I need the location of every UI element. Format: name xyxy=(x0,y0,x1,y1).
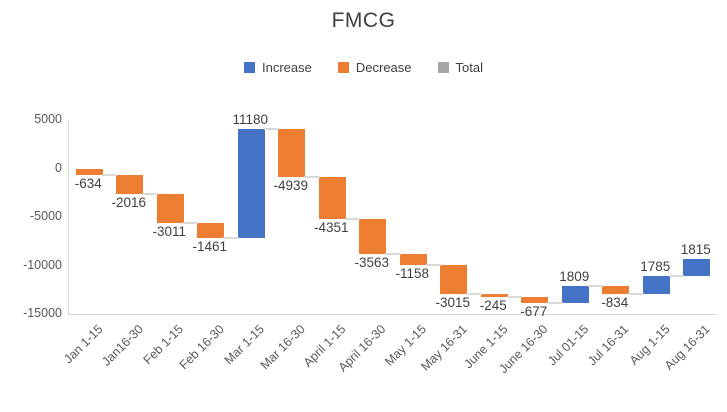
x-tick-label: Jan16-30 xyxy=(98,322,146,369)
y-tick-label: -15000 xyxy=(23,306,62,320)
decrease-bar-Feb 16-30[interactable] xyxy=(197,223,225,238)
y-tick-label: 0 xyxy=(55,160,62,175)
connector-line xyxy=(628,292,644,295)
legend-label: Decrease xyxy=(355,60,412,75)
legend-item-decrease[interactable]: Decrease xyxy=(337,60,412,75)
data-label: -3563 xyxy=(354,254,390,270)
connector-line xyxy=(142,193,158,196)
data-label: 1815 xyxy=(680,241,711,257)
connector-line xyxy=(425,264,442,267)
connector-line xyxy=(385,252,401,255)
connector-line xyxy=(223,236,239,239)
connector-line xyxy=(466,293,482,296)
decrease-bar-April 16-30[interactable] xyxy=(359,219,387,254)
y-tick-label: -10000 xyxy=(23,257,62,272)
connector-line xyxy=(182,222,199,225)
total-swatch-icon xyxy=(437,62,449,73)
data-label: -634 xyxy=(74,175,102,191)
connector-line xyxy=(263,128,280,131)
data-label: -1461 xyxy=(192,238,228,254)
data-label: -2016 xyxy=(111,195,147,211)
decrease-swatch-icon xyxy=(337,62,349,73)
y-tick-label: 5000 xyxy=(34,112,62,126)
x-tick-label: Jul 16-31 xyxy=(585,322,632,369)
connector-line xyxy=(101,173,118,176)
increase-bar-Mar 1-15[interactable] xyxy=(237,129,265,238)
connector-line xyxy=(547,302,563,305)
data-label: 1809 xyxy=(559,268,590,284)
legend-item-total[interactable]: Total xyxy=(437,60,483,75)
decrease-bar-April 1-15[interactable] xyxy=(318,177,346,220)
connector-line xyxy=(506,295,523,298)
plot-area[interactable] xyxy=(68,120,717,315)
decrease-bar-June 16-30[interactable] xyxy=(521,296,549,304)
legend-label: Increase xyxy=(262,60,312,75)
data-label: 11180 xyxy=(232,112,269,128)
x-tick-label: Jul 01-15 xyxy=(544,322,592,369)
decrease-bar-Feb 1-15[interactable] xyxy=(156,194,184,224)
decrease-bar-Jan16-30[interactable] xyxy=(116,174,144,195)
data-label: -245 xyxy=(479,297,507,313)
increase-bar-Aug 16-31[interactable] xyxy=(683,258,711,277)
connector-line xyxy=(587,284,604,287)
y-tick-label: -5000 xyxy=(30,209,62,223)
chart-title: FMCG xyxy=(331,9,396,32)
data-label: -1158 xyxy=(395,266,430,282)
increase-bar-Jul 01-15[interactable] xyxy=(561,285,589,304)
data-label: -4939 xyxy=(273,178,309,194)
x-tick-label: Jan 1-15 xyxy=(60,322,106,367)
increase-bar-Aug 1-15[interactable] xyxy=(642,276,670,294)
connector-line xyxy=(304,176,320,179)
decrease-bar-May 16-31[interactable] xyxy=(440,265,468,295)
connector-line xyxy=(668,275,685,278)
data-label: -677 xyxy=(520,304,548,320)
decrease-bar-Jan 1-15[interactable] xyxy=(75,168,103,175)
decrease-bar-June 1-15[interactable] xyxy=(480,294,508,297)
data-label: 1785 xyxy=(640,259,671,275)
legend-label: Total xyxy=(455,60,483,75)
data-label: -3015 xyxy=(435,295,471,311)
increase-swatch-icon xyxy=(244,62,255,73)
connector-line xyxy=(344,218,361,221)
data-label: -3011 xyxy=(152,224,187,240)
legend-item-increase[interactable]: Increase xyxy=(244,60,312,75)
decrease-bar-May 1-15[interactable] xyxy=(399,253,427,266)
decrease-bar-Mar 16-30[interactable] xyxy=(278,129,306,178)
legend: Increase Decrease Total xyxy=(0,60,727,75)
data-label: -4351 xyxy=(313,220,349,236)
data-label: -834 xyxy=(601,294,629,310)
decrease-bar-Jul 16-31[interactable] xyxy=(602,285,630,294)
